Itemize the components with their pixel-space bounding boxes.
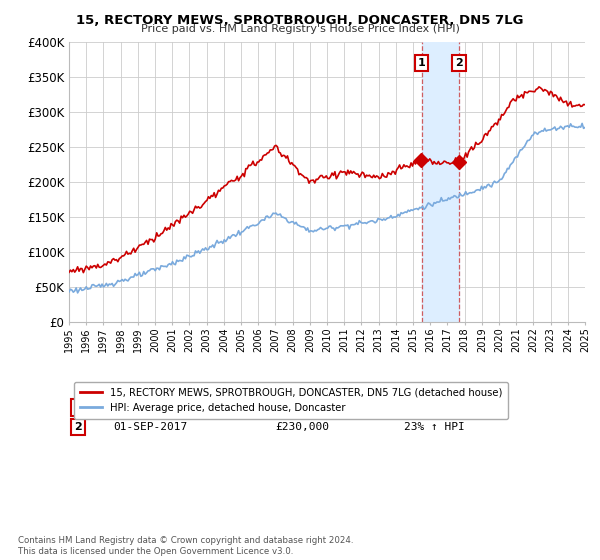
Text: £231,500: £231,500 [275, 403, 329, 412]
Text: £230,000: £230,000 [275, 422, 329, 432]
Text: 15, RECTORY MEWS, SPROTBROUGH, DONCASTER, DN5 7LG: 15, RECTORY MEWS, SPROTBROUGH, DONCASTER… [76, 14, 524, 27]
Text: 2: 2 [455, 58, 463, 68]
Text: 03-JUL-2015: 03-JUL-2015 [113, 403, 187, 412]
Legend: 15, RECTORY MEWS, SPROTBROUGH, DONCASTER, DN5 7LG (detached house), HPI: Average: 15, RECTORY MEWS, SPROTBROUGH, DONCASTER… [74, 381, 508, 418]
Bar [422, 42, 459, 322]
Text: 1: 1 [74, 403, 82, 412]
Text: 23% ↑ HPI: 23% ↑ HPI [404, 422, 465, 432]
Text: 1: 1 [418, 58, 425, 68]
Text: Contains HM Land Registry data © Crown copyright and database right 2024.
This d: Contains HM Land Registry data © Crown c… [18, 536, 353, 556]
Text: 01-SEP-2017: 01-SEP-2017 [113, 422, 187, 432]
Text: Price paid vs. HM Land Registry's House Price Index (HPI): Price paid vs. HM Land Registry's House … [140, 24, 460, 34]
Text: 31% ↑ HPI: 31% ↑ HPI [404, 403, 465, 412]
Text: 2: 2 [74, 422, 82, 432]
